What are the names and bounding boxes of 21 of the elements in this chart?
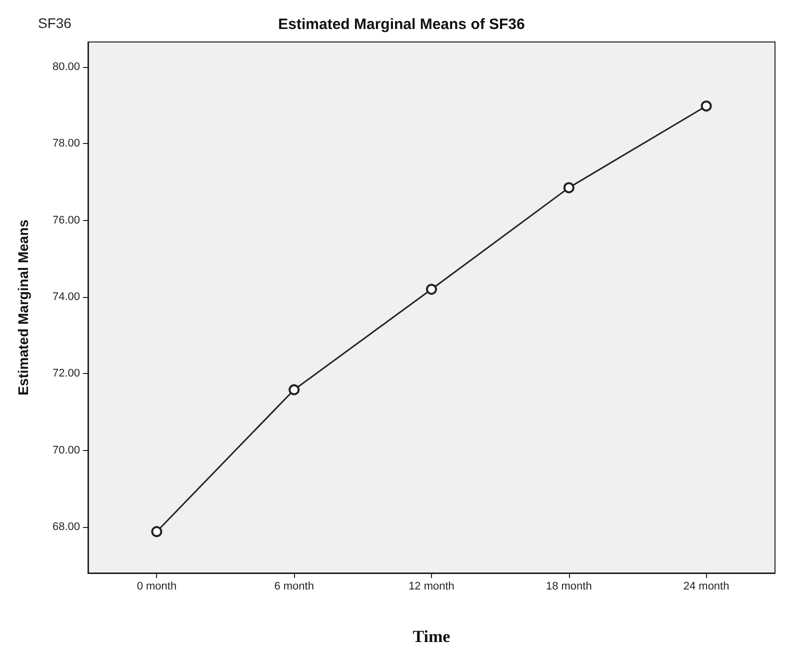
- x-tick-label: 0 month: [136, 580, 177, 592]
- x-tick-label: 12 month: [408, 580, 454, 592]
- y-tick-label: 80.00: [52, 60, 80, 73]
- text: SF36: [38, 15, 72, 31]
- y-tick-label: 68.00: [52, 520, 80, 533]
- point: [288, 384, 300, 396]
- x-tick-label: 24 month: [683, 580, 730, 592]
- x-axis-title: Time: [412, 627, 451, 646]
- y-tick-label: 72.00: [52, 368, 80, 380]
- point: [426, 284, 437, 295]
- y-tick-label: 76.00: [52, 214, 80, 226]
- y-axis-title: Estimated Marginal Means: [15, 219, 31, 396]
- point: [563, 182, 574, 194]
- x-tick-label: 6 month: [274, 580, 314, 592]
- point: [151, 526, 162, 538]
- y-tick-label: 70.00: [52, 444, 80, 456]
- x-tick-label: 18 month: [546, 580, 592, 592]
- y-tick-label: 78.00: [52, 138, 80, 150]
- chart-title: Estimated Marginal Means of SF36: [278, 16, 525, 33]
- point: [700, 100, 712, 112]
- y-tick-label: 74.00: [52, 290, 80, 303]
